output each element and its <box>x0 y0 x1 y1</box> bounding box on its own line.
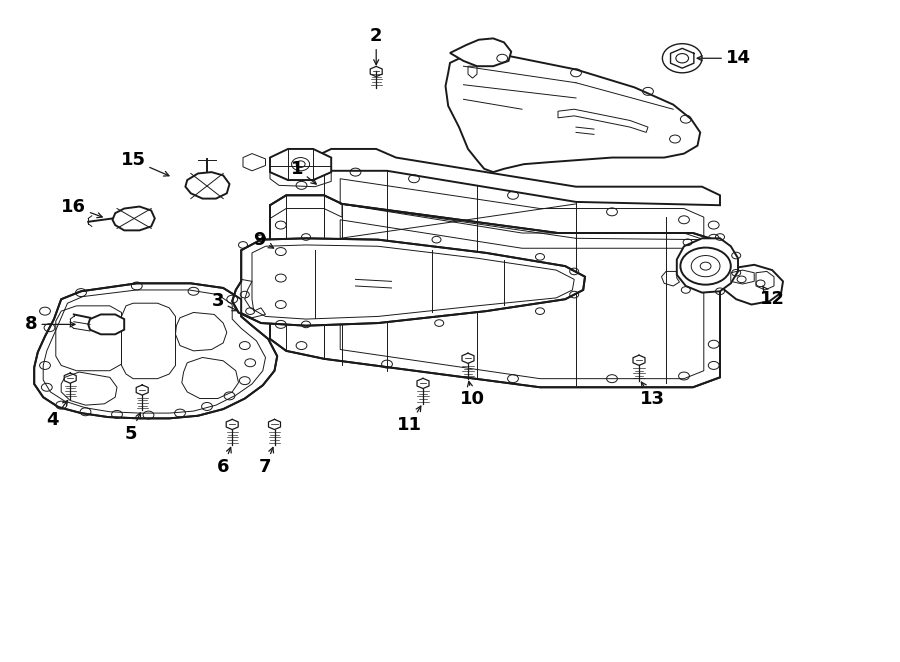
Text: 12: 12 <box>760 286 785 308</box>
Polygon shape <box>270 195 720 387</box>
Text: 13: 13 <box>640 382 665 408</box>
Text: 7: 7 <box>259 448 274 476</box>
Text: 15: 15 <box>121 151 169 176</box>
Polygon shape <box>450 38 511 66</box>
Text: 9: 9 <box>253 230 274 249</box>
Polygon shape <box>112 207 155 230</box>
Polygon shape <box>88 314 124 334</box>
Polygon shape <box>34 283 277 418</box>
Text: 5: 5 <box>124 413 140 443</box>
Text: 16: 16 <box>61 197 103 218</box>
Polygon shape <box>185 172 230 199</box>
Polygon shape <box>446 53 700 172</box>
Polygon shape <box>232 238 585 326</box>
Text: 14: 14 <box>698 49 751 68</box>
Polygon shape <box>677 238 738 293</box>
Text: 10: 10 <box>460 381 485 408</box>
Text: 4: 4 <box>46 401 68 430</box>
Text: 3: 3 <box>212 292 238 310</box>
Text: 1: 1 <box>291 160 316 184</box>
Text: 6: 6 <box>217 448 231 476</box>
Text: 11: 11 <box>397 406 422 434</box>
Polygon shape <box>270 149 331 180</box>
Text: 2: 2 <box>370 27 382 65</box>
Polygon shape <box>720 265 783 305</box>
Text: 8: 8 <box>25 315 75 334</box>
